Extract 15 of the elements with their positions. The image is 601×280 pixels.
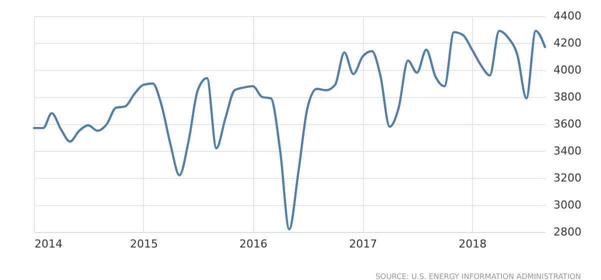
y-tick-label: 3200	[554, 172, 582, 184]
y-tick-label: 3400	[554, 144, 582, 158]
line-series	[32, 30, 546, 230]
y-tick-label: 4200	[554, 36, 582, 50]
y-tick-label: 4400	[554, 10, 582, 22]
x-tick-label: 2018	[458, 238, 487, 250]
x-tick-label: 2016	[239, 238, 268, 250]
x-tick-label: 2015	[130, 238, 158, 250]
y-tick-label: 4000	[554, 64, 582, 76]
y-tick-label: 3000	[554, 198, 582, 212]
y-tick-label: 2800	[554, 226, 582, 238]
x-tick-label: 2014	[34, 238, 62, 250]
y-tick-label: 3800	[554, 90, 582, 104]
x-tick-label: 2017	[349, 238, 378, 250]
y-tick-label: 3600	[554, 118, 582, 130]
